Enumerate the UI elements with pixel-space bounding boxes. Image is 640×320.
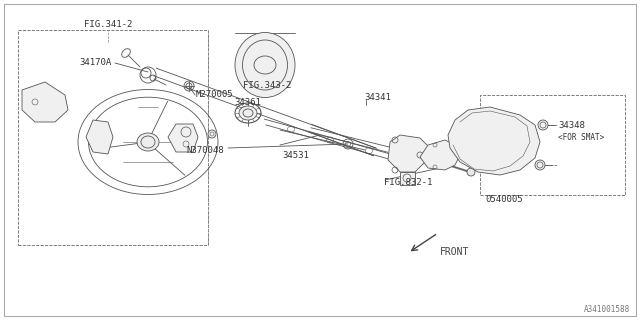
Text: N370048: N370048 [186, 146, 224, 155]
Ellipse shape [235, 33, 295, 98]
Text: M270005: M270005 [196, 90, 234, 99]
Bar [18, 30, 208, 245]
Bar [480, 95, 625, 195]
Circle shape [538, 120, 548, 130]
Polygon shape [448, 107, 540, 175]
Text: FIG.832-1: FIG.832-1 [384, 178, 433, 187]
Ellipse shape [137, 133, 159, 151]
Ellipse shape [239, 106, 257, 120]
Text: 0540005: 0540005 [485, 196, 523, 204]
Polygon shape [388, 135, 430, 172]
Circle shape [467, 134, 475, 142]
Text: A341001588: A341001588 [584, 306, 630, 315]
Text: 34531: 34531 [282, 150, 309, 159]
Text: 34170A: 34170A [80, 58, 112, 67]
Polygon shape [168, 124, 198, 152]
Circle shape [535, 160, 545, 170]
Text: 34348: 34348 [558, 121, 585, 130]
Polygon shape [420, 140, 460, 170]
Polygon shape [400, 172, 415, 185]
Text: FRONT: FRONT [440, 247, 469, 257]
Circle shape [208, 130, 216, 138]
Polygon shape [22, 82, 68, 122]
Circle shape [467, 168, 475, 176]
Text: <FOR SMAT>: <FOR SMAT> [558, 132, 604, 141]
Polygon shape [86, 120, 113, 154]
Text: 34341: 34341 [364, 92, 391, 101]
Text: FIG.341-2: FIG.341-2 [84, 20, 132, 28]
Text: 34361: 34361 [235, 98, 261, 107]
Text: FIG.343-2: FIG.343-2 [243, 81, 291, 90]
